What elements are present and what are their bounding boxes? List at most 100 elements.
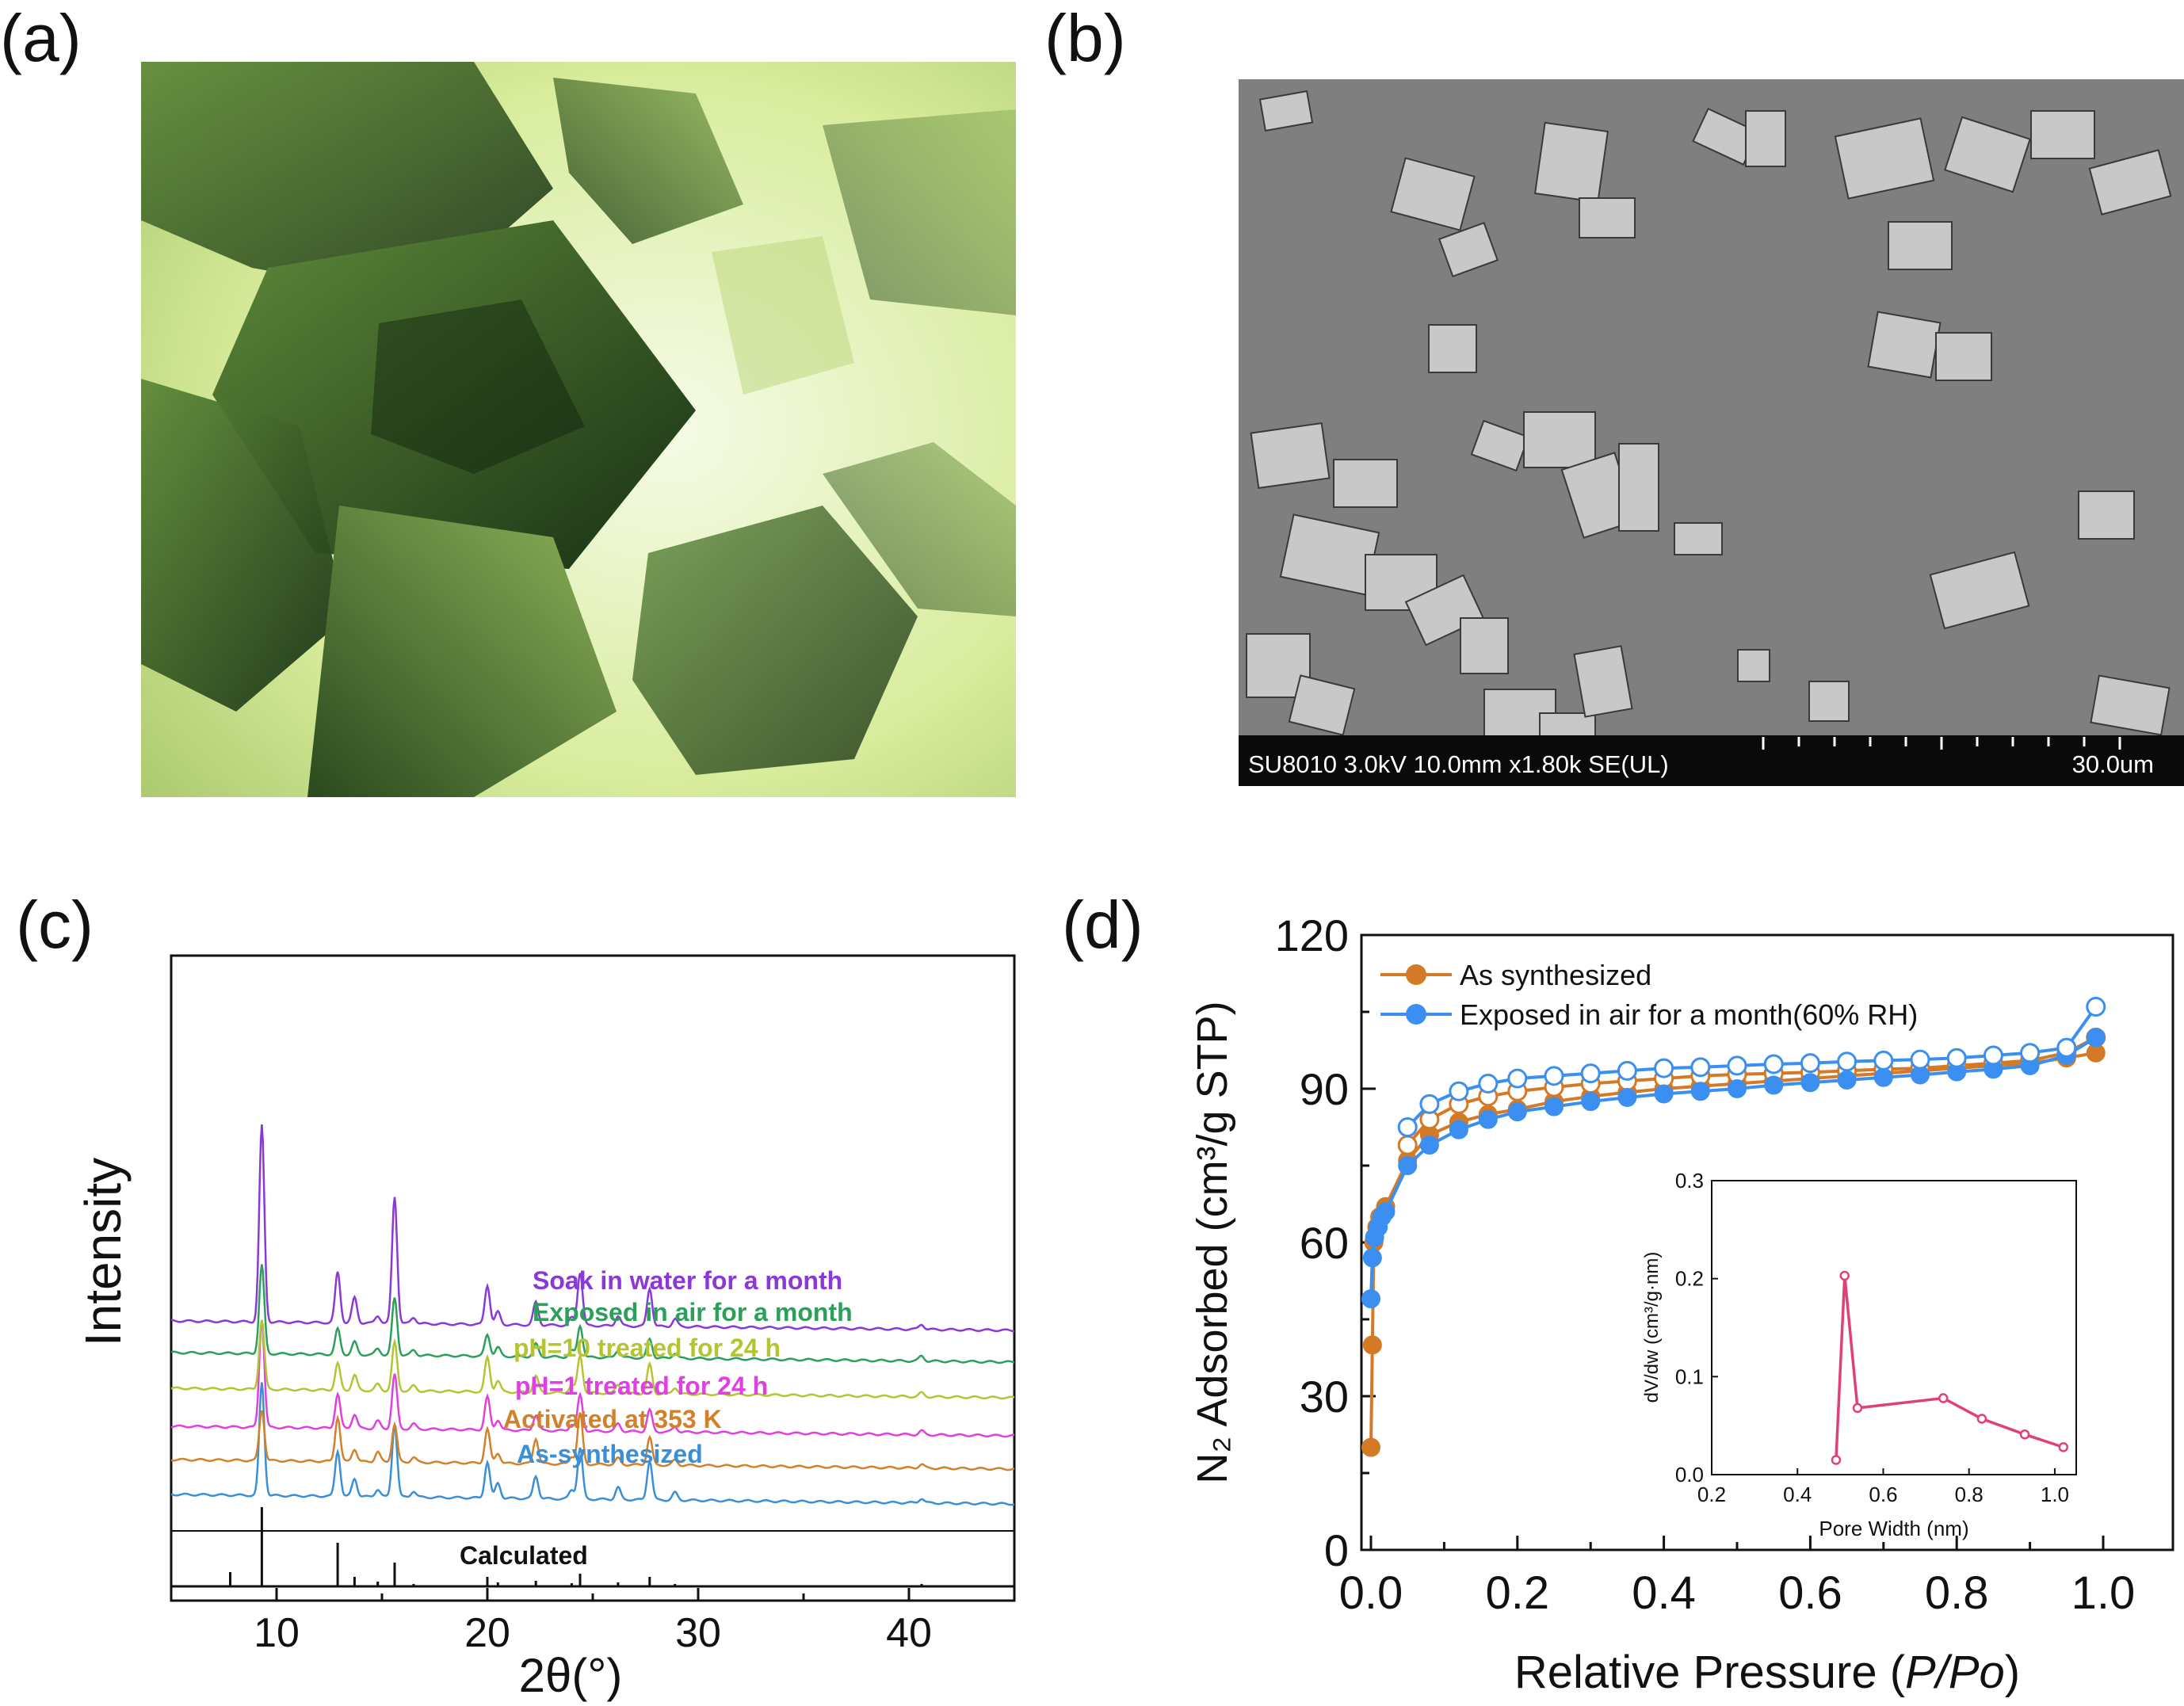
isotherm-adsorption-point-exposed-in-air-for-a-month-60-rh <box>1362 1248 1382 1268</box>
isotherm-adsorption-point-as-synthesized <box>1362 1335 1382 1355</box>
sem-scale-label: 30.0um <box>2072 750 2154 778</box>
isotherm-desorption-point-exposed-in-air-for-a-month-60-rh <box>1800 1053 1820 1074</box>
xrd-x-tick-label: 10 <box>254 1610 300 1656</box>
isotherm-desorption-point-exposed-in-air-for-a-month-60-rh <box>1580 1063 1601 1084</box>
isotherm-desorption-point-exposed-in-air-for-a-month-60-rh <box>1617 1060 1637 1081</box>
isotherm-desorption-point-exposed-in-air-for-a-month-60-rh <box>1397 1117 1418 1137</box>
xrd-trace-ph-1-treated-for-24-h <box>170 1320 1014 1438</box>
isotherm-adsorption-point-exposed-in-air-for-a-month-60-rh <box>1800 1073 1820 1093</box>
isotherm-x-axis-label: Relative Pressure (P/Po) <box>1514 1647 2020 1698</box>
isotherm-x-tick-label: 1.0 <box>2071 1567 2136 1619</box>
inset-x-tick-label: 0.4 <box>1783 1483 1812 1506</box>
xrd-label-activated-at-353-k: Activated at 353 K <box>503 1405 722 1433</box>
isotherm-desorption-point-exposed-in-air-for-a-month-60-rh <box>1873 1050 1894 1071</box>
xrd-label-as-synthesized: As-synthesized <box>517 1440 703 1468</box>
isotherm-y-axis-label: N₂ Adsorbed (cm³/g STP) <box>1189 1001 1236 1483</box>
isotherm-desorption-point-exposed-in-air-for-a-month-60-rh <box>1946 1048 1967 1068</box>
isotherm-adsorption-point-exposed-in-air-for-a-month-60-rh <box>1873 1067 1893 1087</box>
inset-x-tick-label: 0.2 <box>1697 1483 1726 1506</box>
inset-pore-size-point <box>1976 1414 1987 1424</box>
xrd-label-calculated: Calculated <box>460 1541 588 1570</box>
isotherm-desorption-point-exposed-in-air-for-a-month-60-rh <box>1763 1054 1784 1074</box>
isotherm-desorption-point-exposed-in-air-for-a-month-60-rh <box>1983 1045 2003 1066</box>
isotherm-adsorption-point-exposed-in-air-for-a-month-60-rh <box>1361 1289 1380 1309</box>
inset-plot-frame <box>1711 1180 2077 1475</box>
isotherm-adsorption-point-exposed-in-air-for-a-month-60-rh <box>1690 1082 1710 1101</box>
inset-x-tick-label: 1.0 <box>2041 1483 2069 1506</box>
inset-y-tick-label: 0.3 <box>1675 1169 1704 1193</box>
xrd-label-ph-1-treated-for-24-h: pH=1 treated for 24 h <box>515 1372 768 1400</box>
xrd-trace-soak-in-water-for-a-month <box>170 1124 1015 1333</box>
isotherm-x-tick-label: 0.8 <box>1925 1567 1989 1619</box>
isotherm-adsorption-point-exposed-in-air-for-a-month-60-rh <box>1478 1109 1498 1129</box>
panel-label-c: (c) <box>16 887 94 962</box>
inset-pore-size-point <box>1831 1455 1842 1465</box>
isotherm-desorption-point-exposed-in-air-for-a-month-60-rh <box>2056 1037 2077 1058</box>
panel-label-d: (d) <box>1062 887 1144 962</box>
inset-y-tick-label: 0.0 <box>1675 1463 1704 1487</box>
isotherm-adsorption-point-exposed-in-air-for-a-month-60-rh <box>1581 1092 1601 1112</box>
legend-marker-as-synthesized <box>1406 964 1426 985</box>
isotherm-desorption-point-exposed-in-air-for-a-month-60-rh <box>1507 1068 1528 1089</box>
isotherm-desorption-point-exposed-in-air-for-a-month-60-rh <box>1544 1066 1564 1086</box>
xrd-trace-ph-10-treated-for-24-h <box>170 1319 1015 1400</box>
isotherm-adsorption-point-exposed-in-air-for-a-month-60-rh <box>1376 1202 1396 1222</box>
isotherm-x-tick-label: 0.6 <box>1778 1567 1842 1619</box>
isotherm-adsorption-point-exposed-in-air-for-a-month-60-rh <box>1419 1135 1439 1155</box>
legend-label-as-synthesized: As synthesized <box>1460 959 1651 991</box>
isotherm-adsorption-point-exposed-in-air-for-a-month-60-rh <box>1544 1097 1564 1116</box>
xrd-label-exposed-in-air-for-a-month: Exposed in air for a month <box>533 1298 853 1326</box>
isotherm-desorption-point-exposed-in-air-for-a-month-60-rh <box>1449 1081 1469 1101</box>
isotherm-desorption-point-exposed-in-air-for-a-month-60-rh <box>1837 1051 1858 1072</box>
crystal-micrograph <box>141 62 1016 797</box>
inset-pore-size-point <box>1839 1270 1850 1281</box>
isotherm-adsorption-point-as-synthesized <box>1361 1437 1380 1457</box>
isotherm-adsorption-point-exposed-in-air-for-a-month-60-rh <box>1728 1079 1747 1098</box>
xrd-traces <box>170 1124 1015 1588</box>
xrd-trace-calculated <box>171 1507 1014 1588</box>
isotherm-adsorption-point-exposed-in-air-for-a-month-60-rh <box>1764 1075 1784 1095</box>
isotherm-y-tick-label: 30 <box>1300 1372 1349 1422</box>
xrd-y-axis-label: Intensity <box>74 1158 132 1346</box>
isotherm-desorption-point-exposed-in-air-for-a-month-60-rh <box>2086 997 2106 1017</box>
xrd-series-labels: Calculated As-synthesized Activated at 353… <box>460 1266 853 1570</box>
inset-x-axis-label: Pore Width (nm) <box>1819 1517 1968 1540</box>
xrd-trace-exposed-in-air-for-a-month <box>170 1264 1015 1364</box>
inset-x-tick-label: 0.6 <box>1869 1483 1897 1506</box>
legend-marker-exposed-in-air-for-a-month-60-rh <box>1406 1004 1426 1025</box>
xrd-label-soak-in-water-for-a-month: Soak in water for a month <box>533 1266 842 1295</box>
isotherm-adsorption-point-exposed-in-air-for-a-month-60-rh <box>1654 1084 1674 1104</box>
xrd-x-tick-label: 30 <box>675 1610 721 1656</box>
inset-pore-size-point <box>2058 1442 2069 1452</box>
isotherm-x-tick-label: 0.2 <box>1485 1567 1549 1619</box>
inset-pore-size-point <box>1938 1393 1949 1403</box>
isotherm-desorption-point-exposed-in-air-for-a-month-60-rh <box>1478 1074 1499 1094</box>
sem-image-drawing: SU8010 3.0kV 10.0mm x1.80k SE(UL) 30.0um <box>1239 79 2184 786</box>
panel-label-b: (b) <box>1044 1 1126 75</box>
isotherm-adsorption-point-exposed-in-air-for-a-month-60-rh <box>1617 1087 1637 1107</box>
inset-y-tick-label: 0.2 <box>1675 1267 1704 1291</box>
isotherm-y-tick-label: 0 <box>1324 1525 1349 1575</box>
crystal-micrograph-drawing <box>141 62 1016 797</box>
xrd-x-tick-label: 40 <box>886 1610 932 1656</box>
inset-series <box>1831 1270 2069 1465</box>
xrd-trace-activated-at-353-k <box>170 1410 1015 1471</box>
sem-info-text: SU8010 3.0kV 10.0mm x1.80k SE(UL) <box>1248 750 1669 778</box>
inset-y-axis-label: dV/dw (cm³/g·nm) <box>1641 1252 1663 1403</box>
isotherm-adsorption-point-exposed-in-air-for-a-month-60-rh <box>1507 1102 1527 1122</box>
isotherm-x-tick-label: 0.4 <box>1632 1567 1696 1619</box>
isotherm-y-tick-label: 60 <box>1300 1218 1349 1268</box>
xrd-x-tick-label: 20 <box>464 1610 510 1656</box>
pore-size-inset: 0.0 0.1 0.2 0.3 0.2 0.4 0.6 0.8 1.0 Pore Width (… <box>1641 1169 2077 1540</box>
isotherm-desorption-point-exposed-in-air-for-a-month-60-rh <box>2020 1043 2041 1063</box>
isotherm-desorption-point-exposed-in-air-for-a-month-60-rh <box>1727 1055 1747 1076</box>
inset-x-tick-label: 0.8 <box>1955 1483 1984 1506</box>
inset-axes: 0.0 0.1 0.2 0.3 0.2 0.4 0.6 0.8 1.0 <box>1675 1169 2069 1506</box>
isotherm-adsorption-point-exposed-in-air-for-a-month-60-rh <box>1398 1156 1418 1175</box>
isotherm-adsorption-point-exposed-in-air-for-a-month-60-rh <box>1449 1120 1468 1139</box>
isotherm-series <box>1361 997 2106 1457</box>
xrd-x-axis: 10 20 30 40 <box>170 1588 1016 1656</box>
xrd-label-ph-10-treated-for-24-h: pH=10 treated for 24 h <box>514 1334 781 1362</box>
